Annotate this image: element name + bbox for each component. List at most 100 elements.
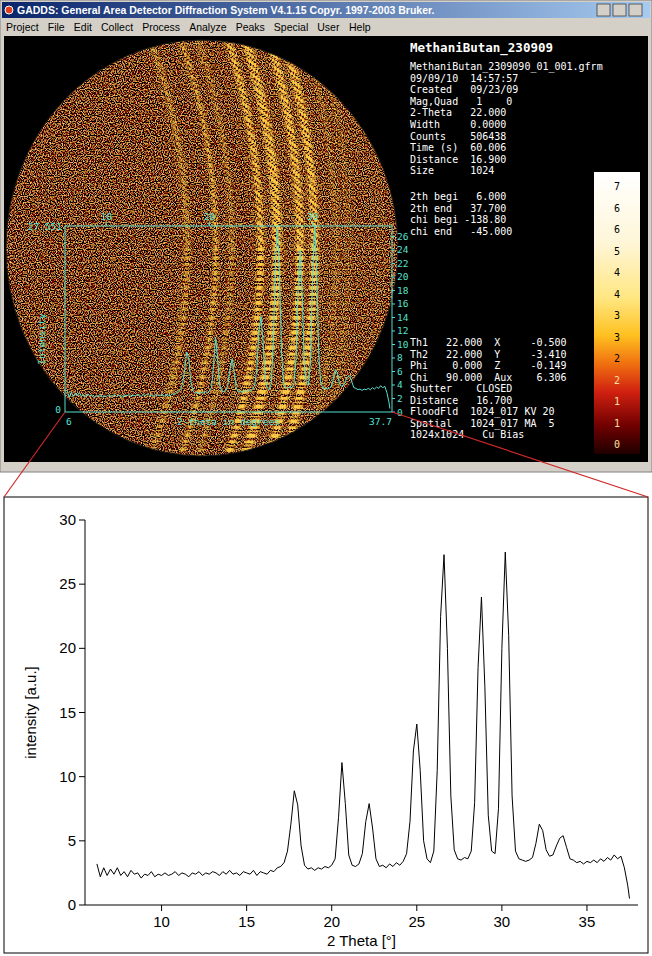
info-line: Counts 506438: [410, 131, 506, 142]
plot-area: [97, 552, 630, 899]
inset-y-tick-label: 4: [397, 379, 403, 390]
y-tick: [79, 840, 85, 841]
y-tick-label: 30: [59, 511, 76, 528]
status-line: Spatial 1024_017 MA 5: [410, 418, 555, 430]
y-tick-label: 15: [59, 704, 76, 721]
inset-x-tick: [209, 222, 210, 226]
inset-y-tick-label: 12: [397, 325, 408, 336]
status-line: Th1 22.000 X -0.500: [410, 337, 567, 348]
color-bar-label: 4: [614, 267, 620, 278]
x-tick-label: 25: [408, 913, 425, 930]
window-button[interactable]: [597, 4, 610, 16]
color-bar-label: 7: [614, 181, 620, 192]
color-bar-label: 4: [614, 289, 620, 300]
status-line: Distance 16.700: [410, 395, 512, 406]
y-tick: [79, 648, 85, 649]
inset-x-label: 2-theta in degrees: [177, 416, 280, 427]
menu-item[interactable]: Collect: [101, 21, 133, 33]
status-line: FloodFld 1024_017 KV 20: [410, 406, 555, 418]
pattern-line: [97, 552, 630, 899]
range-line: 2th begi 6.000: [410, 191, 506, 202]
chart-frame: [4, 497, 648, 953]
inset-trace-group: [67, 226, 390, 408]
y-tick-label: 5: [68, 832, 76, 849]
color-bar-label: 1: [614, 418, 620, 429]
inset-x-tick-label: 20: [204, 211, 216, 222]
menu-item[interactable]: Project: [6, 21, 39, 33]
status-line: Chi 90.000 Aux 6.306: [410, 372, 567, 383]
color-bar-label: 6: [614, 203, 620, 214]
inset-x-tick-label: 10: [101, 211, 113, 222]
status-line: 1024x1024 Cu Bias: [410, 429, 524, 440]
info-line: MethaniButan_2309090_01_001.gfrm: [410, 61, 603, 73]
inset-y-tick-label: 8: [397, 352, 403, 363]
y-tick: [79, 520, 85, 521]
inset-x-tick: [106, 222, 107, 226]
x-tick: [586, 905, 587, 911]
color-bar-label: 1: [614, 396, 620, 407]
inset-y-label: Intensity: [36, 313, 47, 365]
inset-y-tick: [392, 384, 395, 385]
connector-line: [4, 412, 65, 497]
app-icon: [5, 6, 13, 14]
inset-x-tick: [312, 222, 313, 226]
inset-ymin-label: 0: [55, 404, 61, 415]
x-tick: [331, 905, 332, 911]
figure: GADDS: General Area Detector Diffraction…: [0, 0, 652, 956]
menu-item[interactable]: Help: [349, 21, 371, 33]
color-bar-label: 2: [614, 375, 620, 386]
inset-y-tick-label: 24: [397, 244, 409, 255]
menu-item[interactable]: Process: [142, 21, 180, 33]
color-bar-label: 2: [614, 353, 620, 364]
connector-line: [392, 412, 648, 497]
info-line: Created 09/23/09: [410, 84, 518, 95]
inset-y-tick: [392, 344, 395, 345]
info-line: Distance 16.900: [410, 154, 506, 165]
x-tick-label: 15: [238, 913, 255, 930]
status-line: Th2 22.000 Y -3.410: [410, 349, 567, 360]
file-title: MethaniButan_230909: [410, 40, 553, 56]
inset-y-tick-label: 22: [397, 258, 408, 269]
inset-plot: 1020300246810121416182022242627.5510637.…: [28, 211, 409, 427]
menu-item[interactable]: Special: [274, 21, 308, 33]
inset-y-tick-label: 18: [397, 285, 409, 296]
y-tick: [79, 905, 85, 906]
x-tick: [501, 905, 502, 911]
inset-y-tick-label: 6: [397, 366, 403, 377]
inset-ymax-label: 27.551: [28, 221, 63, 232]
y-tick-label: 0: [68, 896, 76, 913]
x-tick-label: 35: [579, 913, 596, 930]
color-bar-label: 3: [614, 332, 620, 343]
menu-item[interactable]: File: [48, 21, 65, 33]
x-tick: [161, 905, 162, 911]
menu-item[interactable]: User: [317, 21, 340, 33]
inset-y-tick: [392, 236, 395, 237]
y-tick-label: 20: [59, 639, 76, 656]
y-tick-label: 10: [59, 768, 76, 785]
range-line: chi end -45.000: [410, 226, 512, 237]
range-line: chi begi -138.80: [410, 214, 506, 225]
inset-y-tick: [392, 263, 395, 264]
inset-y-tick: [392, 330, 395, 331]
range-line: 2th end 37.700: [410, 203, 506, 214]
inset-y-tick: [392, 398, 395, 399]
menu-item[interactable]: Peaks: [236, 21, 265, 33]
status-line: Shutter CLOSED: [410, 383, 512, 394]
y-tick: [79, 712, 85, 713]
inset-y-tick: [392, 276, 395, 277]
color-bar: [594, 172, 640, 454]
x-tick: [416, 905, 417, 911]
y-tick: [79, 584, 85, 585]
menu-item[interactable]: Edit: [74, 21, 92, 33]
window-button[interactable]: [629, 4, 642, 16]
window-title: GADDS: General Area Detector Diffraction…: [17, 4, 435, 16]
screenshot: GADDS: General Area Detector Diffraction…: [0, 0, 652, 956]
title-bar: [2, 2, 650, 18]
inset-frame: [65, 226, 392, 412]
color-bar-label: 6: [614, 224, 620, 235]
menu-item[interactable]: Analyze: [189, 21, 227, 33]
window-button[interactable]: [613, 4, 626, 16]
inset-y-tick-label: 14: [397, 312, 409, 323]
inset-y-tick: [392, 303, 395, 304]
detector-edge: [6, 40, 398, 456]
